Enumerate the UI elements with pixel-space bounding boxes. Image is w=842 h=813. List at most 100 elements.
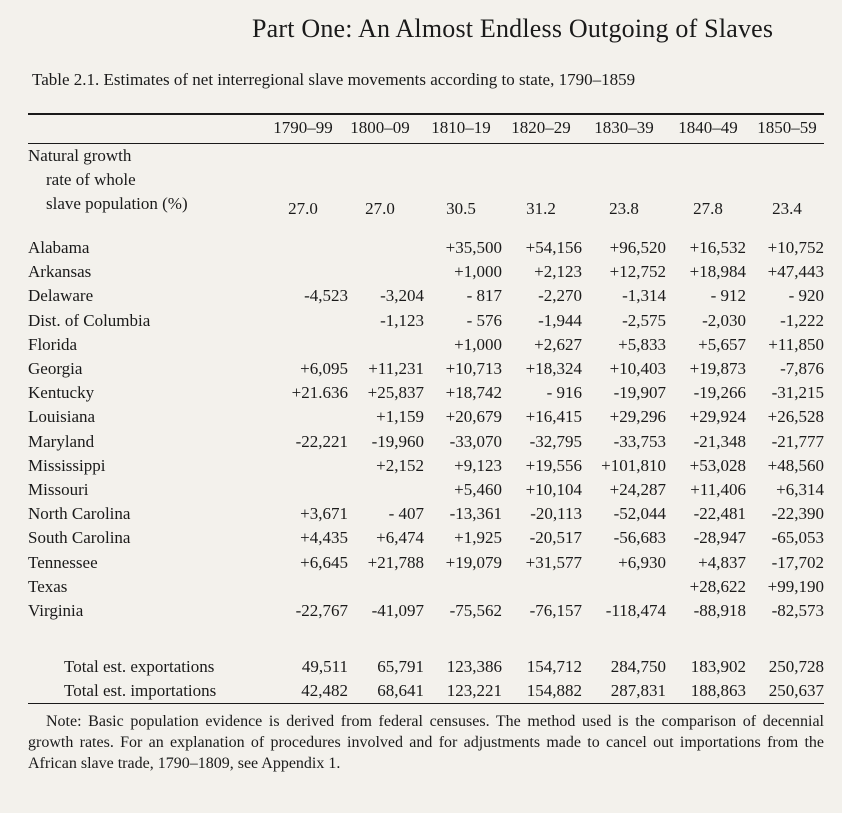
table-cell: -21,348 <box>693 432 746 451</box>
table-cell: +19,556 <box>525 456 582 475</box>
table-cell: +19,873 <box>689 359 746 378</box>
total-cell: 188,863 <box>690 681 746 700</box>
column-header: 1800–09 <box>350 118 410 137</box>
table-cell: +6,474 <box>376 528 424 547</box>
table-cell: +3,671 <box>300 504 348 523</box>
table-cell: +10,104 <box>525 480 582 499</box>
table-cell: -13,361 <box>449 504 502 523</box>
table-cell: +5,657 <box>698 335 746 354</box>
row-state-label: Georgia <box>28 359 83 378</box>
table-cell: -7,876 <box>780 359 824 378</box>
table-cell: -20,517 <box>529 528 582 547</box>
table-cell: +2,152 <box>376 456 424 475</box>
total-cell: 154,882 <box>526 681 582 700</box>
table-note: Note: Basic population evidence is deriv… <box>28 713 824 772</box>
table-cell: -1,944 <box>538 311 582 330</box>
table-cell: +1,000 <box>454 335 502 354</box>
table-cell: +10,752 <box>767 238 824 257</box>
table-cell: +29,296 <box>609 407 666 426</box>
table-cell: +1,159 <box>376 407 424 426</box>
natural-growth-label-line: Natural growth <box>28 146 132 165</box>
table-cell: -1,222 <box>780 311 824 330</box>
table-cell: +10,403 <box>609 359 666 378</box>
row-state-label: North Carolina <box>28 504 131 523</box>
table-cell: +19,079 <box>445 553 502 572</box>
total-cell: 42,482 <box>301 681 348 700</box>
row-state-label: Alabama <box>28 238 90 257</box>
total-cell: 154,712 <box>526 657 582 676</box>
table-cell: -118,474 <box>605 601 666 620</box>
table-cell: +26,528 <box>767 407 824 426</box>
total-cell: 68,641 <box>377 681 424 700</box>
table-cell: +31,577 <box>525 553 582 572</box>
table-cell: +11,850 <box>768 335 824 354</box>
total-cell: 250,728 <box>768 657 824 676</box>
table-cell: +1,925 <box>454 528 502 547</box>
table-cell: - 920 <box>788 286 824 305</box>
table-cell: -4,523 <box>304 286 348 305</box>
table-cell: -41,097 <box>371 601 424 620</box>
row-state-label: Texas <box>28 577 68 596</box>
table-cell: +16,532 <box>689 238 746 257</box>
column-header: 1830–39 <box>594 118 654 137</box>
total-cell: 49,511 <box>301 657 348 676</box>
table-cell: -65,053 <box>771 528 824 547</box>
total-row-label: Total est. importations <box>64 681 217 700</box>
table-cell: +9,123 <box>454 456 502 475</box>
table-cell: -20,113 <box>530 504 582 523</box>
table-cell: +6,930 <box>618 553 666 572</box>
natural-growth-value: 31.2 <box>526 199 556 218</box>
table-cell: +2,627 <box>534 335 582 354</box>
table-cell: +21,788 <box>367 553 424 572</box>
row-state-label: South Carolina <box>28 528 131 547</box>
table-cell: -32,795 <box>529 432 582 451</box>
totals-bottom-rule <box>28 703 824 704</box>
row-state-label: Missouri <box>28 480 89 499</box>
table-cell: -75,562 <box>449 601 502 620</box>
column-header: 1850–59 <box>757 118 817 137</box>
table-cell: +1,000 <box>454 262 502 281</box>
natural-growth-value: 27.0 <box>288 199 318 218</box>
table-cell: -31,215 <box>771 383 824 402</box>
table-cell: - 407 <box>388 504 424 523</box>
table-cell: +6,314 <box>776 480 824 499</box>
row-state-label: Florida <box>28 335 78 354</box>
table-cell: +11,231 <box>368 359 424 378</box>
table-cell: -22,390 <box>771 504 824 523</box>
row-state-label: Maryland <box>28 432 95 451</box>
total-cell: 287,831 <box>610 681 666 700</box>
table-cell: -1,314 <box>622 286 666 305</box>
table-cell: +20,679 <box>445 407 502 426</box>
table-cell: -22,221 <box>295 432 348 451</box>
row-state-label: Arkansas <box>28 262 92 281</box>
table-cell: +2,123 <box>534 262 582 281</box>
running-head: Part One: An Almost Endless Outgoing of … <box>252 14 774 43</box>
total-cell: 65,791 <box>377 657 424 676</box>
table-cell: -22,481 <box>693 504 746 523</box>
table-cell: +5,833 <box>618 335 666 354</box>
total-row-label: Total est. exportations <box>64 657 215 676</box>
table-cell: +4,837 <box>698 553 746 572</box>
table-cell: +35,500 <box>445 238 502 257</box>
natural-growth-value: 27.0 <box>365 199 395 218</box>
column-header: 1820–29 <box>511 118 571 137</box>
table-cell: -3,204 <box>380 286 424 305</box>
table-cell: - 817 <box>466 286 502 305</box>
table-cell: +54,156 <box>525 238 582 257</box>
table-cell: -56,683 <box>613 528 666 547</box>
table-cell: -1,123 <box>380 311 424 330</box>
row-state-label: Delaware <box>28 286 94 305</box>
table-caption: Table 2.1. Estimates of net interregiona… <box>32 70 636 89</box>
table-cell: - 916 <box>546 383 582 402</box>
table-cell: +18,324 <box>525 359 582 378</box>
natural-growth-label-line: rate of whole <box>46 170 136 189</box>
table-cell: +47,443 <box>767 262 824 281</box>
table-cell: +12,752 <box>609 262 666 281</box>
row-state-label: Louisiana <box>28 407 96 426</box>
table-cell: - 576 <box>466 311 502 330</box>
column-header: 1810–19 <box>431 118 491 137</box>
table-cell: +18,742 <box>445 383 502 402</box>
table-cell: -33,753 <box>613 432 666 451</box>
table-cell: -19,266 <box>693 383 746 402</box>
